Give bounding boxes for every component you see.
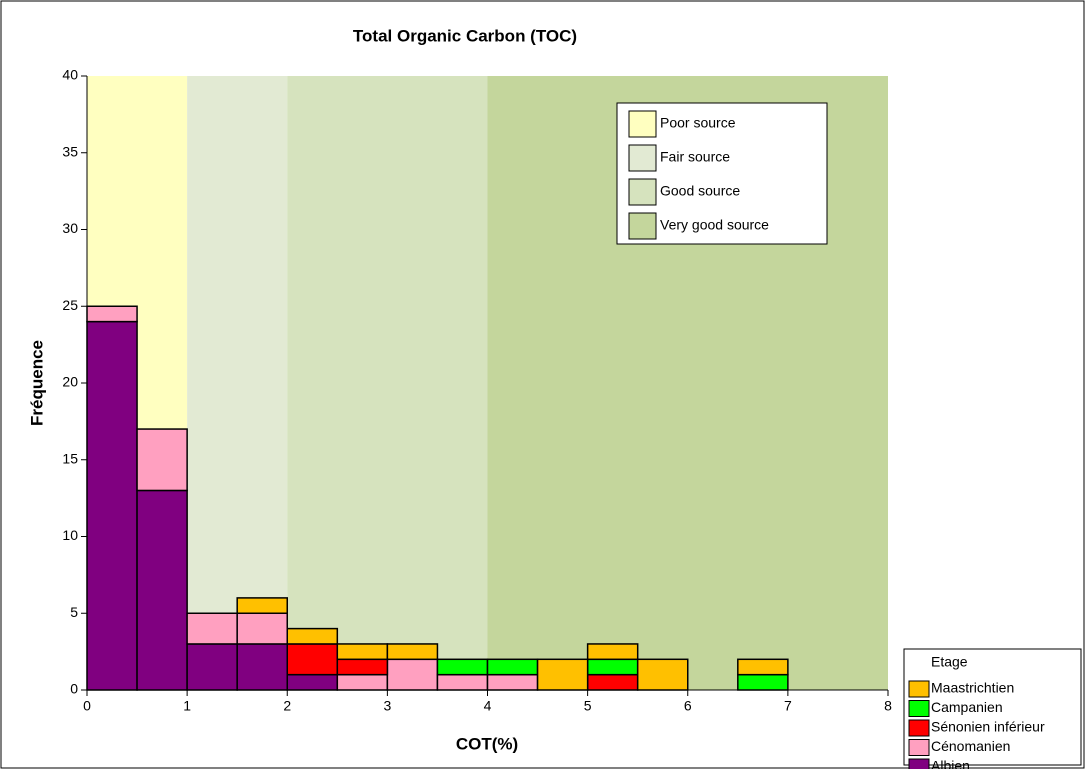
legend-swatch	[908, 719, 930, 737]
y-tick-label: 15	[62, 450, 78, 466]
region-legend-swatch	[628, 212, 657, 240]
bar-segment	[636, 658, 689, 691]
legend-swatch	[908, 700, 930, 717]
x-tick-label: 0	[83, 698, 91, 714]
bar-segment	[336, 643, 389, 661]
legend-title: Etage	[931, 654, 968, 670]
x-tick-label: 6	[684, 698, 692, 714]
legend-label: Sénonien inférieur	[931, 719, 1045, 735]
y-tick-label: 5	[70, 604, 78, 620]
bar-segment	[86, 305, 138, 323]
bar-segment	[236, 643, 288, 691]
x-tick-label: 7	[784, 698, 792, 714]
x-tick-label: 5	[584, 698, 592, 714]
x-tick-label: 1	[183, 698, 191, 714]
bar-segment	[336, 658, 389, 676]
bar-segment	[486, 673, 539, 691]
legend-label: Cénomanien	[931, 738, 1010, 754]
legend-label: Albien	[931, 758, 970, 769]
y-tick-label: 35	[62, 143, 78, 159]
region	[287, 76, 488, 690]
bar-segment	[436, 658, 489, 676]
bar-segment	[386, 643, 439, 661]
legend-swatch	[908, 739, 930, 756]
bar-segment	[536, 658, 589, 691]
legend	[903, 648, 1082, 766]
bar-segment	[186, 643, 238, 691]
region-legend-swatch	[628, 144, 657, 172]
bar-segment	[586, 673, 639, 691]
region-legend-label: Poor source	[660, 115, 736, 131]
y-tick-label: 30	[62, 220, 78, 236]
legend-swatch	[908, 680, 930, 698]
region-legend-label: Fair source	[660, 149, 730, 165]
x-tick-label: 4	[484, 698, 492, 714]
legend-swatch	[908, 758, 930, 769]
y-tick-label: 20	[62, 374, 78, 390]
region-legend-label: Very good source	[660, 217, 769, 233]
bar-segment	[286, 627, 339, 645]
x-axis-title: COT(%)	[456, 734, 518, 753]
y-tick-label: 0	[70, 681, 78, 697]
y-tick-label: 40	[62, 67, 78, 83]
bar-segment	[236, 612, 288, 645]
bar-segment	[386, 658, 439, 691]
chart-title: Total Organic Carbon (TOC)	[353, 26, 577, 45]
bar-segment	[136, 489, 188, 691]
y-axis-title: Fréquence	[27, 340, 46, 426]
bar-segment	[186, 612, 238, 645]
bar-segment	[737, 658, 789, 676]
legend-label: Campanien	[931, 699, 1003, 715]
x-tick-label: 8	[884, 698, 892, 714]
x-tick-label: 3	[383, 698, 391, 714]
bar-segment	[286, 643, 339, 676]
bar-segment	[586, 658, 639, 676]
region-legend-swatch	[628, 110, 657, 138]
bar-segment	[286, 673, 339, 691]
region	[187, 76, 288, 690]
bar-segment	[486, 658, 539, 676]
legend-label: Maastrichtien	[931, 680, 1014, 696]
bar-segment	[436, 673, 489, 691]
region-legend-label: Good source	[660, 183, 740, 199]
bar-segment	[136, 428, 188, 492]
bar-segment	[737, 673, 789, 691]
bar-segment	[236, 597, 288, 615]
bar-segment	[336, 673, 389, 691]
bar-segment	[586, 643, 639, 661]
y-tick-label: 25	[62, 297, 78, 313]
y-tick-label: 10	[62, 527, 78, 543]
x-tick-label: 2	[283, 698, 291, 714]
region-legend-swatch	[628, 178, 657, 206]
bar-segment	[86, 320, 138, 691]
